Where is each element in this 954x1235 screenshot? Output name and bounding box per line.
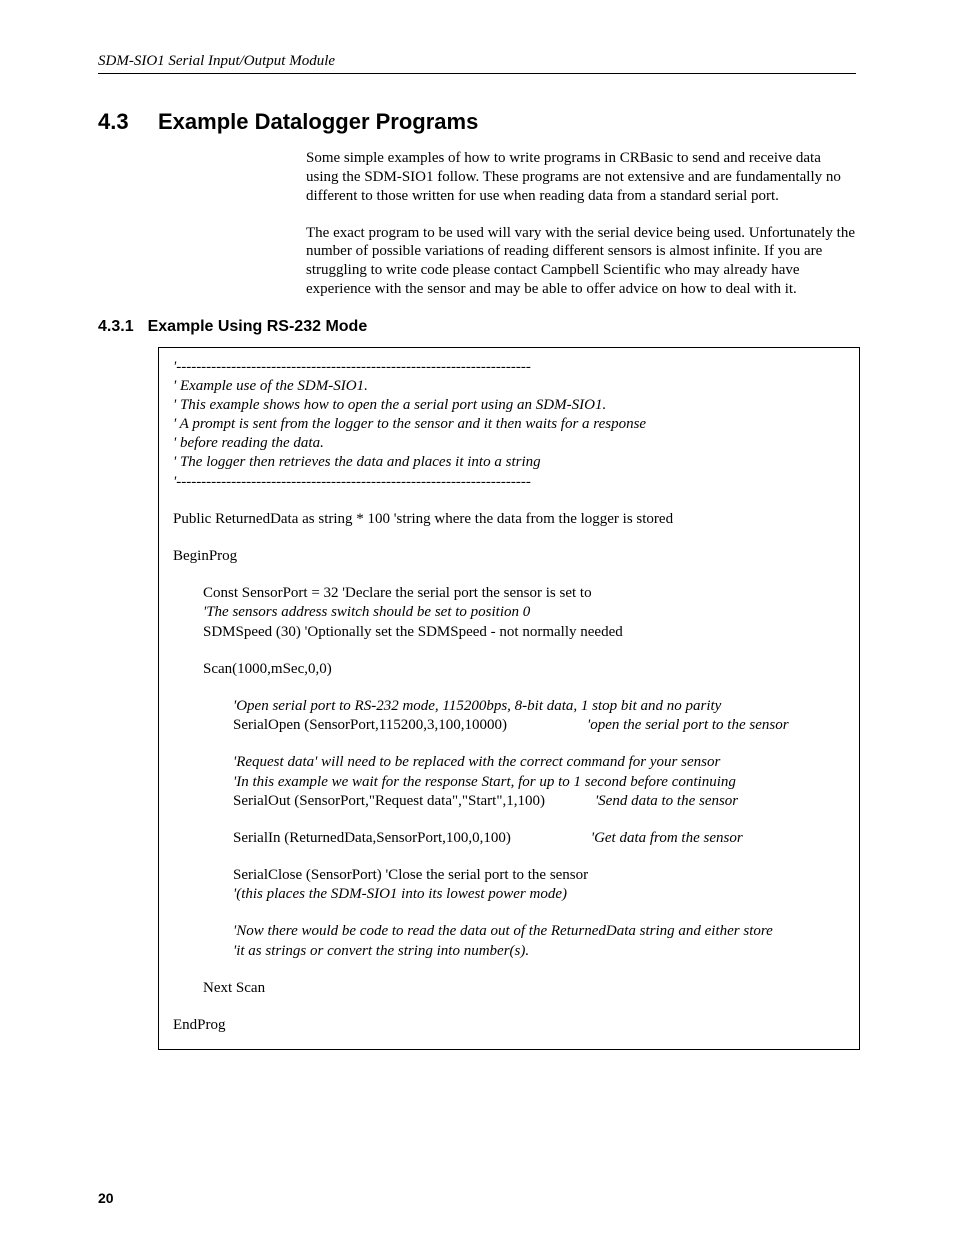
header-rule	[98, 73, 856, 74]
code-comment-rule: '---------------------------------------…	[173, 473, 845, 492]
section-number: 4.3	[98, 108, 136, 136]
code-comment-rule: '---------------------------------------…	[173, 358, 845, 377]
code-line-with-comment: SerialOut (SensorPort,"Request data","St…	[173, 792, 845, 811]
blank-line	[173, 566, 845, 584]
code-comment: 'Open serial port to RS-232 mode, 115200…	[173, 697, 845, 716]
blank-line	[173, 811, 845, 829]
blank-line	[173, 529, 845, 547]
blank-line	[173, 961, 845, 979]
code-comment: ' A prompt is sent from the logger to th…	[173, 415, 845, 434]
page-number: 20	[98, 1190, 114, 1208]
code-line: Scan(1000,mSec,0,0)	[173, 660, 845, 679]
subsection-heading: 4.3.1 Example Using RS-232 Mode	[98, 317, 856, 337]
code-line: SerialClose (SensorPort) 'Close the seri…	[173, 866, 845, 885]
code-inline-comment: 'Send data to the sensor	[545, 792, 845, 811]
page: SDM-SIO1 Serial Input/Output Module 4.3 …	[0, 0, 954, 1235]
code-line: BeginProg	[173, 547, 845, 566]
blank-line	[173, 904, 845, 922]
subsection-title: Example Using RS-232 Mode	[148, 317, 368, 337]
code-line: EndProg	[173, 1016, 845, 1035]
code-comment: ' Example use of the SDM-SIO1.	[173, 377, 845, 396]
section-heading: 4.3 Example Datalogger Programs	[98, 108, 856, 136]
code-comment: ' This example shows how to open the a s…	[173, 396, 845, 415]
code-comment: 'Now there would be code to read the dat…	[173, 922, 845, 941]
code-comment: 'The sensors address switch should be se…	[173, 603, 845, 622]
code-listing: '---------------------------------------…	[158, 347, 860, 1051]
blank-line	[173, 848, 845, 866]
code-comment: ' The logger then retrieves the data and…	[173, 453, 845, 472]
code-line: SerialIn (ReturnedData,SensorPort,100,0,…	[233, 829, 511, 848]
code-line: SerialOut (SensorPort,"Request data","St…	[233, 792, 545, 811]
code-comment: '(this places the SDM-SIO1 into its lowe…	[173, 885, 845, 904]
blank-line	[173, 492, 845, 510]
section-title: Example Datalogger Programs	[158, 108, 478, 136]
subsection-number: 4.3.1	[98, 317, 134, 337]
running-header: SDM-SIO1 Serial Input/Output Module	[98, 52, 856, 71]
code-line: Const SensorPort = 32 'Declare the seria…	[173, 584, 845, 603]
code-inline-comment: 'Get data from the sensor	[511, 829, 845, 848]
code-line: SDMSpeed (30) 'Optionally set the SDMSpe…	[173, 623, 845, 642]
code-line: SerialOpen (SensorPort,115200,3,100,1000…	[233, 716, 507, 735]
code-inline-comment: 'open the serial port to the sensor	[507, 716, 845, 735]
paragraph: Some simple examples of how to write pro…	[306, 149, 856, 205]
code-line-with-comment: SerialIn (ReturnedData,SensorPort,100,0,…	[173, 829, 845, 848]
blank-line	[173, 679, 845, 697]
code-comment: 'it as strings or convert the string int…	[173, 942, 845, 961]
code-line-with-comment: SerialOpen (SensorPort,115200,3,100,1000…	[173, 716, 845, 735]
blank-line	[173, 735, 845, 753]
section-body: Some simple examples of how to write pro…	[306, 149, 856, 298]
code-comment: 'In this example we wait for the respons…	[173, 773, 845, 792]
paragraph: The exact program to be used will vary w…	[306, 224, 856, 299]
blank-line	[173, 642, 845, 660]
code-comment: 'Request data' will need to be replaced …	[173, 753, 845, 772]
code-comment: ' before reading the data.	[173, 434, 845, 453]
code-line: Next Scan	[173, 979, 845, 998]
code-line: Public ReturnedData as string * 100 'str…	[173, 510, 845, 529]
blank-line	[173, 998, 845, 1016]
